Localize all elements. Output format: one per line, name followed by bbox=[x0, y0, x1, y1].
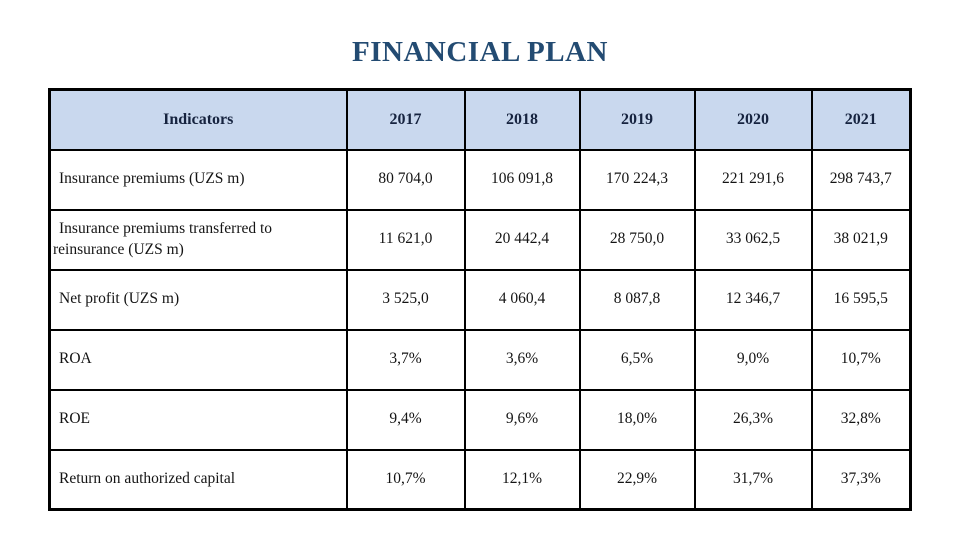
financial-plan-table: Indicators 2017 2018 2019 2020 2021 Insu… bbox=[48, 88, 912, 511]
row-label-premiums-reinsurance: Insurance premiums transferred to reinsu… bbox=[48, 208, 348, 271]
table-cell: 298 743,7 bbox=[810, 148, 912, 211]
table-cell: 4 060,4 bbox=[463, 268, 581, 331]
table-cell: 18,0% bbox=[578, 388, 696, 451]
table-cell: 3,7% bbox=[345, 328, 466, 391]
column-header-2021: 2021 bbox=[810, 88, 912, 151]
table-cell: 20 442,4 bbox=[463, 208, 581, 271]
table-cell: 3 525,0 bbox=[345, 268, 466, 331]
slide-title: FINANCIAL PLAN bbox=[352, 36, 608, 68]
column-header-2018: 2018 bbox=[463, 88, 581, 151]
row-label-net-profit: Net profit (UZS m) bbox=[48, 268, 348, 331]
table-cell: 12 346,7 bbox=[693, 268, 813, 331]
table-cell: 11 621,0 bbox=[345, 208, 466, 271]
table-cell: 32,8% bbox=[810, 388, 912, 451]
table-cell: 9,6% bbox=[463, 388, 581, 451]
table-cell: 10,7% bbox=[345, 448, 466, 511]
table-cell: 80 704,0 bbox=[345, 148, 466, 211]
table-cell: 37,3% bbox=[810, 448, 912, 511]
table-cell: 26,3% bbox=[693, 388, 813, 451]
table-cell: 9,4% bbox=[345, 388, 466, 451]
column-header-2019: 2019 bbox=[578, 88, 696, 151]
table-cell: 221 291,6 bbox=[693, 148, 813, 211]
row-label-insurance-premiums: Insurance premiums (UZS m) bbox=[48, 148, 348, 211]
table-cell: 106 091,8 bbox=[463, 148, 581, 211]
column-header-indicators: Indicators bbox=[48, 88, 348, 151]
table-cell: 6,5% bbox=[578, 328, 696, 391]
column-header-2020: 2020 bbox=[693, 88, 813, 151]
column-header-2017: 2017 bbox=[345, 88, 466, 151]
table-cell: 16 595,5 bbox=[810, 268, 912, 331]
table-cell: 8 087,8 bbox=[578, 268, 696, 331]
row-label-return-authorized-capital: Return on authorized capital bbox=[48, 448, 348, 511]
table-cell: 28 750,0 bbox=[578, 208, 696, 271]
table-cell: 170 224,3 bbox=[578, 148, 696, 211]
table-header-row: Indicators 2017 2018 2019 2020 2021 bbox=[48, 88, 912, 151]
table-cell: 12,1% bbox=[463, 448, 581, 511]
table-cell: 38 021,9 bbox=[810, 208, 912, 271]
table-row: Insurance premiums (UZS m) 80 704,0 106 … bbox=[48, 148, 912, 211]
table-cell: 33 062,5 bbox=[693, 208, 813, 271]
table-row: ROA 3,7% 3,6% 6,5% 9,0% 10,7% bbox=[48, 328, 912, 391]
table-row: Return on authorized capital 10,7% 12,1%… bbox=[48, 448, 912, 511]
table-cell: 3,6% bbox=[463, 328, 581, 391]
table-cell: 9,0% bbox=[693, 328, 813, 391]
table-row: Insurance premiums transferred to reinsu… bbox=[48, 208, 912, 271]
row-label-roe: ROE bbox=[48, 388, 348, 451]
table-row: ROE 9,4% 9,6% 18,0% 26,3% 32,8% bbox=[48, 388, 912, 451]
table-cell: 10,7% bbox=[810, 328, 912, 391]
row-label-roa: ROA bbox=[48, 328, 348, 391]
table-cell: 31,7% bbox=[693, 448, 813, 511]
table-cell: 22,9% bbox=[578, 448, 696, 511]
table-row: Net profit (UZS m) 3 525,0 4 060,4 8 087… bbox=[48, 268, 912, 331]
